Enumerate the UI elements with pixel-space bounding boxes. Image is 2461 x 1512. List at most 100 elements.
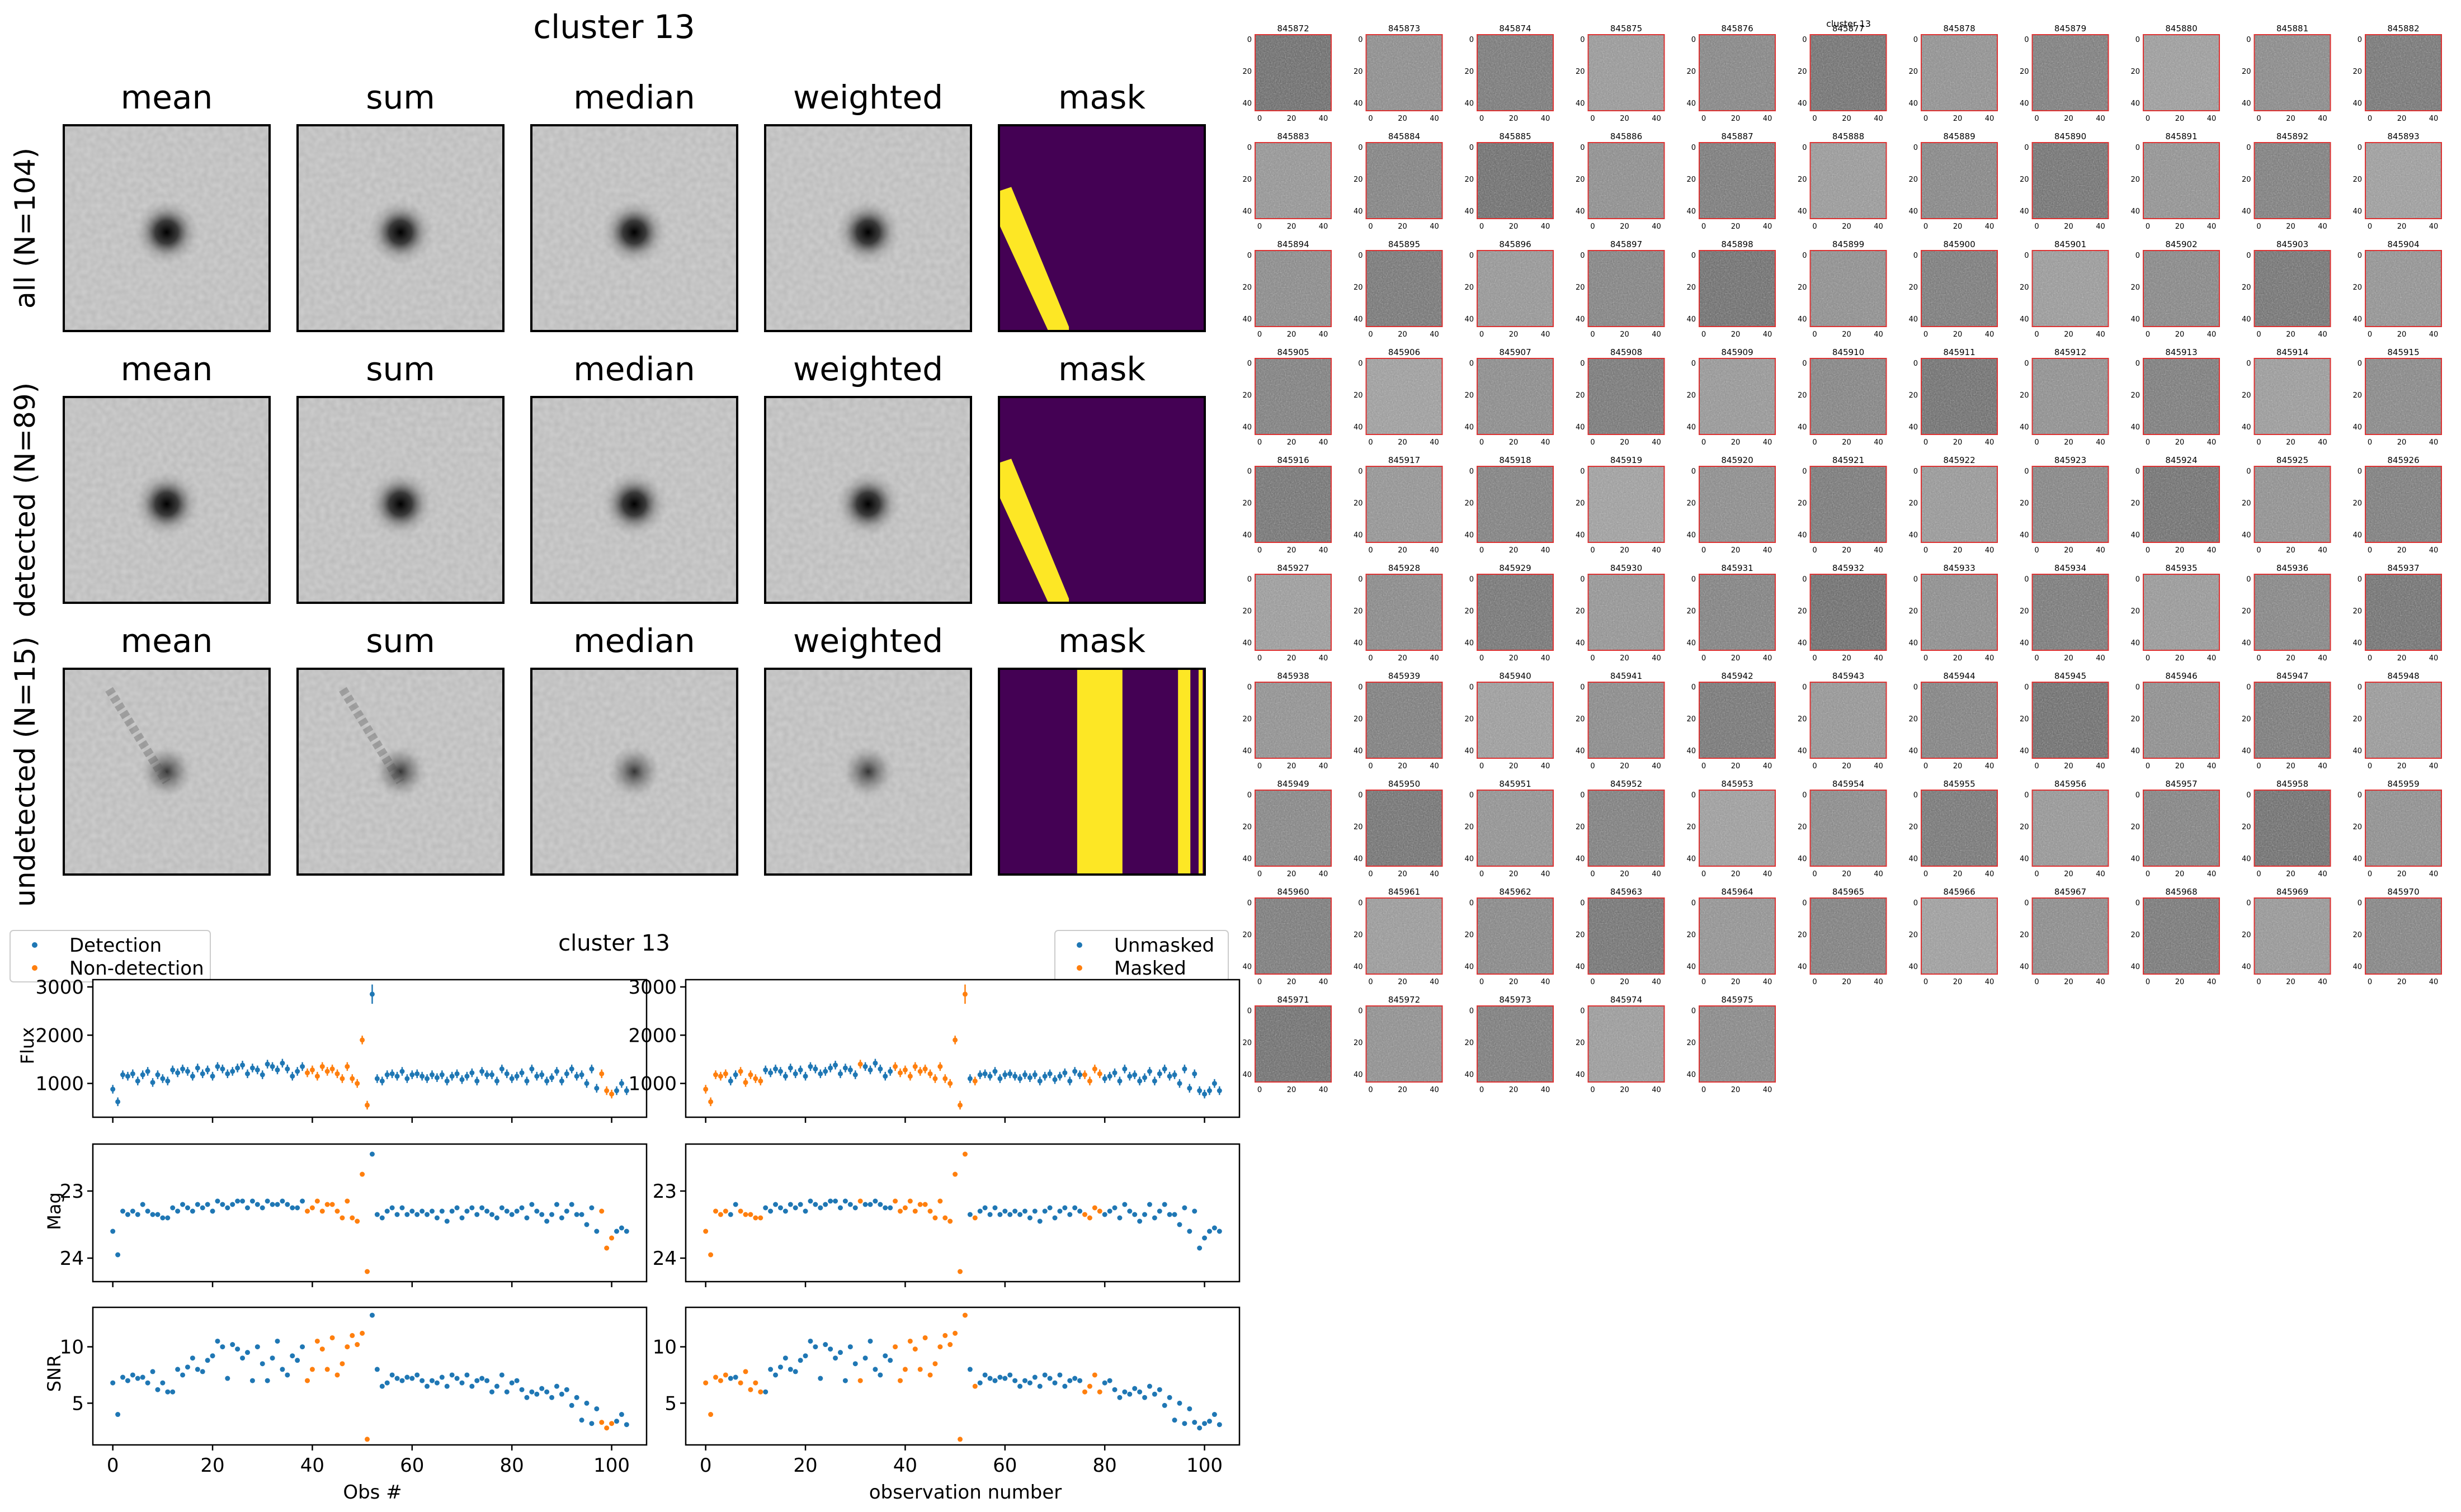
- thumbnail-x-tick: 0: [1701, 115, 1706, 123]
- thumbnail-frame: [2143, 682, 2220, 759]
- data-point: [743, 1212, 748, 1217]
- thumbnail-x-tick: 20: [1287, 870, 1296, 878]
- thumbnail-id: 845919: [1610, 455, 1642, 465]
- data-point: [140, 1072, 145, 1078]
- data-point: [1127, 1074, 1133, 1079]
- thumbnail-x-tick: 40: [2429, 330, 2439, 339]
- thumbnail-x-tick: 20: [1731, 330, 1741, 339]
- thumbnail-x-tick: 40: [2096, 870, 2105, 878]
- thumbnail-frame: [1699, 574, 1776, 651]
- thumbnail-x-tick: 0: [1701, 546, 1706, 555]
- thumbnail-x-tick: 40: [1985, 870, 1995, 878]
- thumbnail-x-tick: 20: [2397, 438, 2407, 447]
- thumbnail-y-tick: 40: [2352, 531, 2362, 540]
- thumbnail-noise: [2365, 466, 2441, 542]
- thumbnail-frame: [1365, 1005, 1443, 1083]
- data-point: [399, 1378, 405, 1383]
- thumbnail-y-tick: 0: [1802, 791, 1807, 800]
- thumbnail-y-tick: 20: [1576, 1039, 1585, 1047]
- thumbnail-y-tick: 20: [2352, 284, 2362, 292]
- data-point: [942, 1333, 948, 1338]
- thumbnail-y-tick: 0: [2246, 791, 2251, 800]
- thumbnail-y-tick: 20: [2130, 823, 2140, 831]
- data-point: [360, 1330, 365, 1336]
- thumbnail-x-tick: 0: [2256, 223, 2261, 231]
- data-point: [110, 1228, 116, 1234]
- data-point: [444, 1218, 450, 1224]
- legend-label-detection: Detection: [69, 934, 162, 957]
- data-point: [414, 1372, 420, 1378]
- thumbnail-frame: [2253, 250, 2331, 327]
- stamp-row-label: undetected (N=15): [9, 636, 41, 907]
- thumbnail-id: 845949: [1277, 779, 1309, 789]
- thumbnail-y-tick: 0: [1802, 252, 1807, 260]
- thumbnail-y-tick: 20: [1464, 1039, 1474, 1047]
- thumbnail-noise: [2143, 466, 2219, 542]
- thumbnail-x-tick: 0: [1923, 223, 1928, 231]
- thumbnail-x-tick: 40: [1652, 546, 1661, 555]
- thumbnail-x-tick: 20: [1842, 654, 1851, 663]
- data-point: [898, 1070, 903, 1076]
- data-point: [937, 1344, 943, 1350]
- thumbnail-noise: [1255, 574, 1331, 650]
- thumbnail-noise: [1477, 790, 1553, 866]
- data-point: [733, 1072, 738, 1078]
- thumbnail-x-tick: 0: [2034, 762, 2039, 771]
- thumbnail-frame: [1587, 466, 1665, 543]
- thumbnail-x-tick: 0: [1257, 654, 1262, 663]
- data-point: [962, 1151, 968, 1157]
- data-point: [1206, 1419, 1212, 1424]
- data-point: [559, 1078, 564, 1084]
- thumbnail-id: 845959: [2387, 779, 2419, 789]
- thumbnail-frame: [1921, 142, 1998, 219]
- data-point: [878, 1202, 883, 1207]
- data-point: [205, 1067, 210, 1072]
- thumbnail-y-tick: 0: [2135, 899, 2140, 908]
- thumbnail-y-tick: 40: [2130, 207, 2140, 216]
- data-point: [379, 1078, 385, 1084]
- data-point: [524, 1078, 530, 1084]
- thumbnail-x-tick: 20: [2175, 115, 2185, 123]
- y-tick-label: 5: [664, 1392, 677, 1415]
- thumbnail-id: 845913: [2165, 347, 2197, 357]
- thumbnail-frame: [1921, 358, 1998, 435]
- thumbnail-x-tick: 0: [1368, 438, 1373, 447]
- thumbnail-y-tick: 0: [2358, 899, 2362, 908]
- thumbnail-y-tick: 0: [2358, 252, 2362, 260]
- data-point: [1002, 1208, 1008, 1214]
- data-point: [425, 1212, 430, 1217]
- thumbnail-x-tick: 0: [1479, 654, 1484, 663]
- thumbnail-noise: [1699, 251, 1775, 327]
- thumbnail-x-tick: 20: [1620, 1086, 1629, 1094]
- thumbnail-x-tick: 20: [2064, 438, 2073, 447]
- data-point: [847, 1202, 853, 1207]
- thumbnail-x-tick: 0: [1701, 870, 1706, 878]
- data-point: [514, 1378, 520, 1383]
- data-point: [1057, 1372, 1063, 1378]
- thumbnail-x-tick: 0: [1257, 1086, 1262, 1094]
- data-point: [942, 1215, 948, 1221]
- thumbnail-x-tick: 40: [2207, 978, 2217, 986]
- source-blob: [842, 746, 894, 797]
- thumbnail-y-tick: 20: [1576, 931, 1585, 939]
- data-point: [1197, 1088, 1203, 1094]
- data-point: [893, 1198, 898, 1204]
- thumbnail-x-tick: 0: [2146, 654, 2150, 663]
- data-point: [852, 1361, 858, 1367]
- thumbnail-x-tick: 20: [1287, 762, 1296, 771]
- data-point: [499, 1372, 505, 1378]
- thumbnail-y-tick: 0: [1580, 360, 1585, 368]
- data-point: [300, 1344, 305, 1350]
- data-point: [594, 1406, 600, 1411]
- thumbnail-x-tick: 0: [2368, 330, 2372, 339]
- data-point: [579, 1072, 584, 1078]
- data-point: [748, 1072, 753, 1078]
- data-point: [1002, 1376, 1008, 1381]
- thumbnail-id: 845894: [1277, 239, 1309, 249]
- thumbnail-x-tick: 0: [1368, 330, 1373, 339]
- source-blob: [836, 200, 901, 265]
- thumbnail-y-tick: 0: [1247, 252, 1252, 260]
- thumbnail-x-tick: 40: [2096, 762, 2105, 771]
- thumbnail-x-tick: 20: [1398, 762, 1407, 771]
- thumbnail-y-tick: 40: [1908, 747, 1918, 755]
